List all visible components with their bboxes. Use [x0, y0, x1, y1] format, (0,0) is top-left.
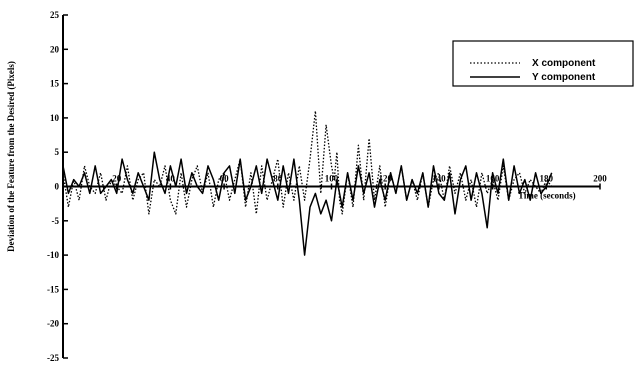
y-tick-label: -15	[47, 284, 59, 294]
y-axis-label: Deviation of the Feature from the Desire…	[6, 61, 16, 252]
y-tick-label: 10	[50, 113, 60, 123]
legend-label-x-component: X component	[532, 58, 596, 69]
series-line-y-component	[62, 151, 553, 256]
x-tick-label: 140	[432, 174, 446, 184]
y-tick-label: 5	[55, 147, 60, 157]
y-tick-label: -25	[47, 353, 59, 363]
legend-box	[452, 40, 634, 87]
y-tick-label: -20	[47, 319, 59, 329]
y-ticks: 25 20 15 10 5 0 -5 -10 -15 -20 -25	[47, 10, 68, 363]
series-layer	[62, 110, 553, 256]
x-tick-label: 100	[325, 174, 339, 184]
y-tick-label: -5	[52, 216, 60, 226]
x-tick-label: 80	[273, 174, 283, 184]
y-tick-label: 15	[50, 79, 60, 89]
x-tick-label: 200	[593, 174, 607, 184]
x-tick-label: 180	[540, 174, 554, 184]
x-tick-label: 60	[220, 174, 230, 184]
series-line-x-component	[62, 110, 553, 215]
x-axis-label: Time (seconds)	[518, 191, 576, 201]
y-tick-label: 20	[50, 44, 60, 54]
y-tick-label: -10	[47, 250, 59, 260]
y-tick-label: 25	[50, 10, 60, 20]
legend-label-y-component: Y component	[532, 72, 596, 83]
legend: X component Y component	[452, 40, 634, 87]
x-tick-label: 40	[166, 174, 176, 184]
x-ticks: 20 40 60 80 100 120 140 160 180 200	[112, 174, 607, 190]
x-tick-label: 20	[112, 174, 122, 184]
plot-area: 25 20 15 10 5 0 -5 -10 -15 -20 -25 20 40 60 80 100 120 1…	[47, 10, 607, 363]
x-tick-label: 120	[378, 174, 392, 184]
y-tick-label: 0	[55, 182, 60, 192]
x-tick-label: 160	[486, 174, 500, 184]
